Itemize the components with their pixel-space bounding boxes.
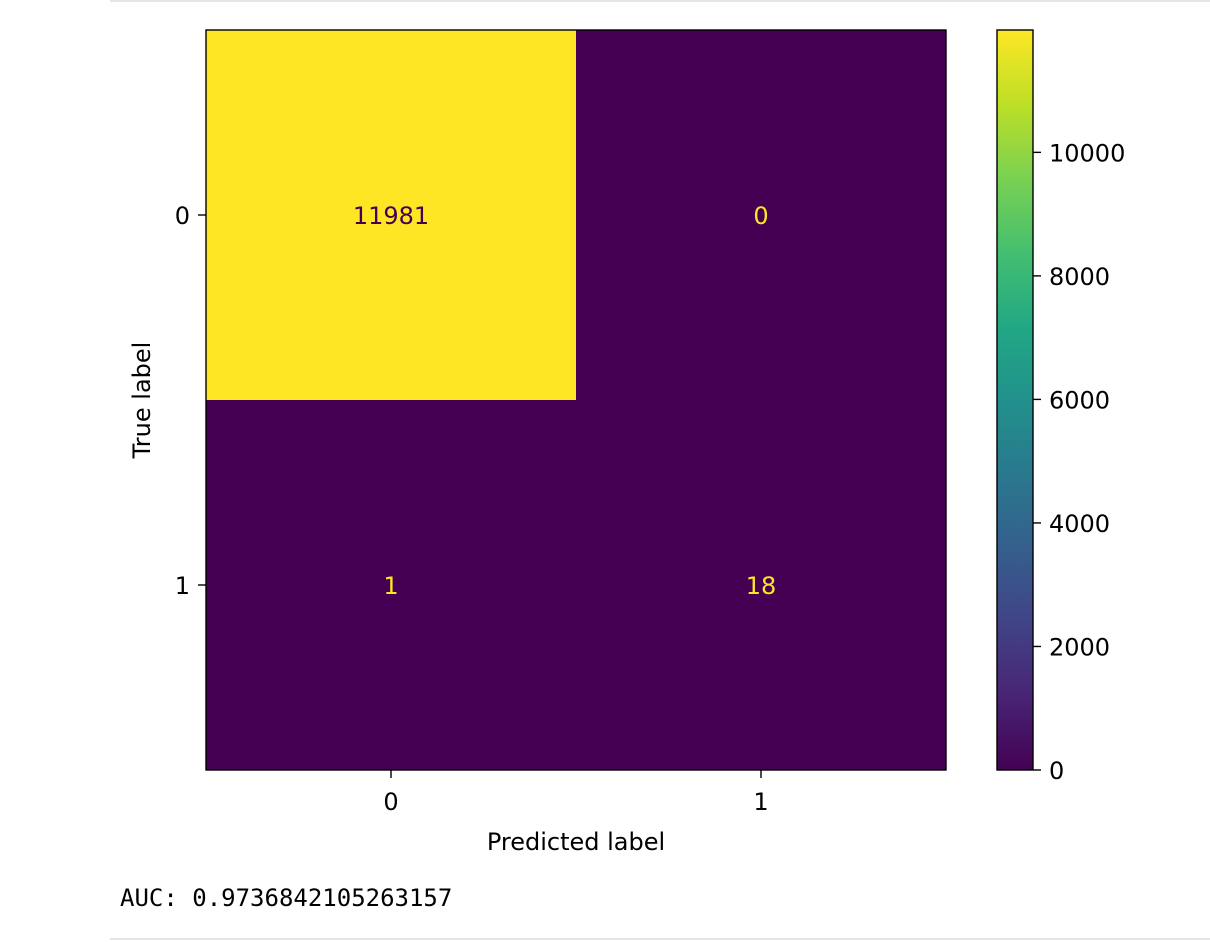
x-tick-label-1: 1 — [753, 788, 768, 816]
y-tick-label-0: 0 — [175, 202, 190, 230]
cell-divider-top — [110, 0, 1210, 2]
cell-value-label-0-1: 0 — [753, 202, 768, 230]
colorbar-tick-label-3: 6000 — [1049, 386, 1110, 414]
cell-value-label-0-0: 11981 — [353, 202, 429, 230]
cell-divider-bottom — [110, 938, 1210, 940]
plot-frame — [205, 29, 947, 771]
x-axis-label: Predicted label — [487, 828, 665, 856]
colorbar-ticks: 0 2000 4000 6000 8000 10000 — [1033, 139, 1125, 785]
colorbar-tick-label-2: 4000 — [1049, 510, 1110, 538]
matrix-cell-1-0 — [206, 400, 576, 770]
cell-value-label-1-1: 18 — [746, 572, 777, 600]
axes: 0 1 0 1 — [175, 202, 769, 816]
matrix-cells: 11981 0 1 18 — [206, 30, 946, 770]
matrix-cell-0-1 — [576, 30, 946, 400]
x-tick-label-0: 0 — [383, 788, 398, 816]
colorbar-tick-label-4: 8000 — [1049, 263, 1110, 291]
colorbar-tick-label-5: 10000 — [1049, 139, 1125, 167]
matrix-cell-0-0 — [206, 30, 576, 400]
auc-output: AUC: 0.9736842105263157 — [120, 884, 453, 912]
y-axis-label: True label — [128, 342, 156, 460]
colorbar — [996, 29, 1034, 771]
confusion-matrix-chart: 11981 0 1 18 0 1 0 1 0 2000 4000 6000 8000 10000 Pr… — [128, 29, 1125, 856]
matrix-cell-1-1 — [576, 400, 946, 770]
colorbar-tick-label-0: 0 — [1049, 757, 1064, 785]
y-tick-label-1: 1 — [175, 572, 190, 600]
colorbar-tick-label-1: 2000 — [1049, 633, 1110, 661]
cell-value-label-1-0: 1 — [383, 572, 398, 600]
